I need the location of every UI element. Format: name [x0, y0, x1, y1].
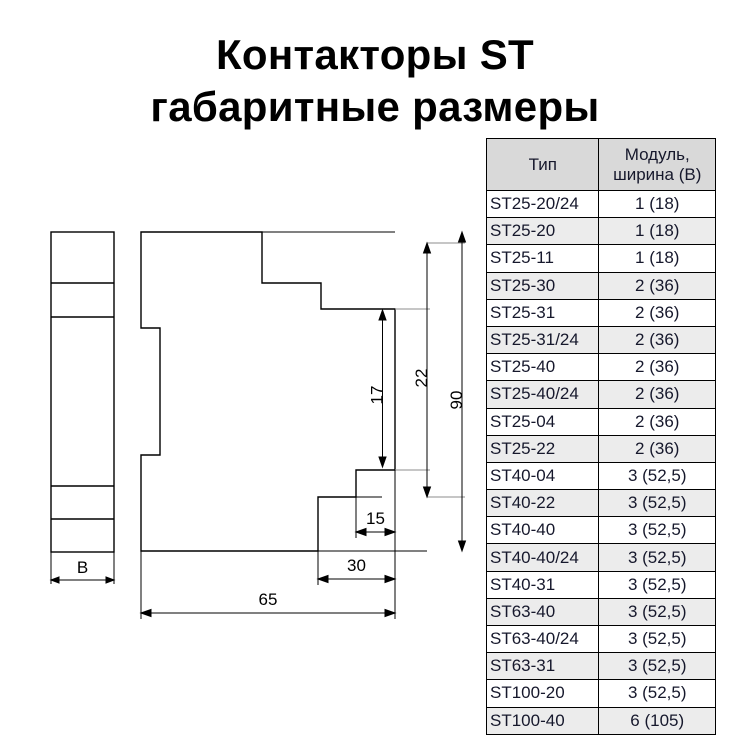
- svg-text:17: 17: [368, 386, 387, 405]
- svg-text:B: B: [77, 558, 88, 577]
- svg-text:30: 30: [347, 556, 366, 575]
- svg-text:22: 22: [412, 369, 431, 388]
- svg-text:15: 15: [366, 509, 385, 528]
- svg-text:90: 90: [447, 391, 466, 410]
- svg-text:65: 65: [259, 590, 278, 609]
